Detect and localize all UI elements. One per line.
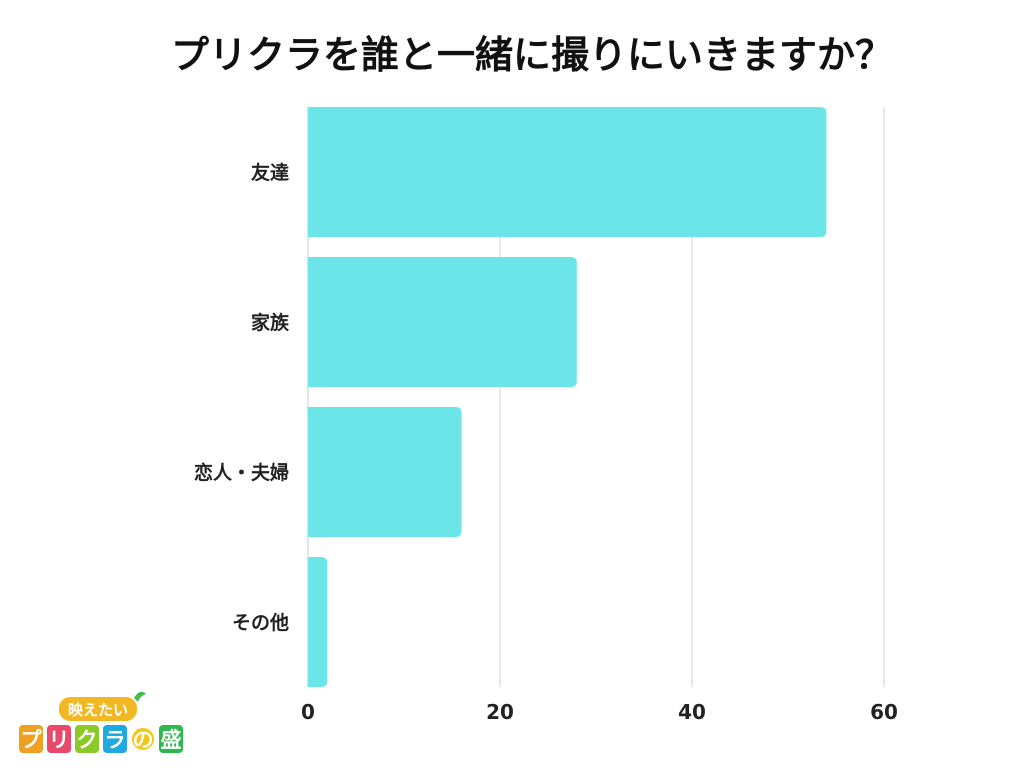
logo-tile: [130, 726, 156, 752]
logo-char: プ: [21, 728, 43, 752]
leaf-icon: [134, 691, 146, 702]
bar: [308, 557, 328, 687]
logo-tile: [45, 723, 73, 755]
logo-char: 盛: [161, 728, 182, 752]
logo-char: リ: [49, 728, 70, 752]
bars: [308, 107, 827, 687]
logo: 映えたいプリクラの盛: [17, 691, 185, 755]
bar: [308, 257, 577, 387]
chart-title: プリクラを誰と一緒に撮りにいきますか？: [171, 33, 893, 77]
bar: [308, 107, 827, 237]
category-label: その他: [232, 611, 289, 634]
logo-tile: [73, 723, 101, 755]
x-tick-labels: 0 20 40 60: [301, 700, 898, 724]
logo-char: の: [133, 728, 154, 752]
logo-top-text: 映えたい: [68, 701, 128, 719]
category-label: 家族: [251, 311, 290, 334]
logo-tile: [157, 723, 185, 755]
category-label: 友達: [251, 161, 289, 184]
x-tick-label: 20: [486, 700, 514, 724]
x-tick-label: 40: [678, 700, 706, 724]
x-tick-label: 60: [870, 700, 898, 724]
logo-char: ク: [77, 728, 98, 752]
bar: [308, 407, 462, 537]
category-label: 恋人・夫婦: [194, 461, 289, 484]
x-tick-label: 0: [301, 700, 315, 724]
logo-top-badge: [57, 695, 139, 723]
logo-tile: [101, 723, 129, 755]
logo-tile: [17, 723, 45, 755]
logo-char: ラ: [105, 728, 126, 752]
